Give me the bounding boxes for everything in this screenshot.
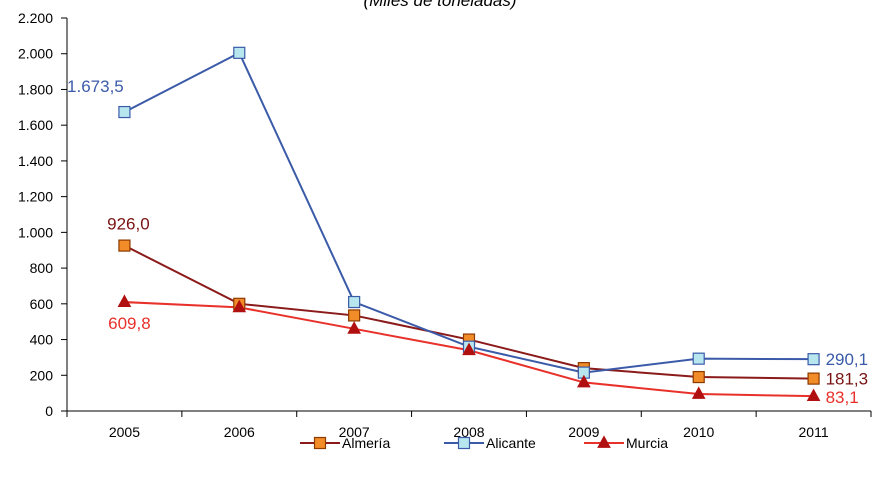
y-tick-label: 800: [30, 260, 54, 276]
legend-marker: [457, 436, 471, 450]
data-point: [117, 294, 132, 307]
y-tick-label: 400: [30, 332, 54, 348]
data-point: [118, 239, 131, 252]
y-tick-label: 1.400: [18, 153, 53, 169]
data-point: [691, 386, 706, 399]
series-markers: [117, 46, 821, 402]
data-label: 290,1: [826, 350, 869, 369]
data-point: [348, 309, 361, 322]
y-tick-label: 200: [30, 367, 54, 383]
data-point: [807, 372, 820, 385]
x-tick-label: 2005: [109, 424, 140, 440]
x-tick-label: 2010: [683, 424, 714, 440]
y-tick-label: 2.000: [18, 46, 53, 62]
data-label: 609,8: [108, 314, 151, 333]
x-tick-label: 2008: [453, 424, 484, 440]
series-line: [123, 51, 814, 374]
y-tick-label: 1.000: [18, 224, 53, 240]
legend-marker: [597, 435, 611, 448]
y-tick-label: 600: [30, 296, 54, 312]
data-label: 181,3: [826, 370, 869, 389]
data-point: [233, 46, 246, 59]
data-point: [232, 299, 247, 313]
legend-label: Almería: [342, 435, 390, 451]
y-tick-label: 1.200: [18, 189, 53, 205]
data-point: [118, 105, 131, 119]
legend-marker: [313, 436, 327, 450]
data-point: [577, 374, 591, 388]
data-label: 926,0: [107, 215, 150, 234]
data-point: [347, 321, 361, 334]
x-tick-label: 2006: [224, 424, 255, 440]
x-tick-label: 2011: [799, 424, 829, 440]
legend-label: Murcia: [626, 435, 668, 451]
data-point: [806, 388, 821, 402]
chart-subtitle: (Miles de toneladas): [363, 0, 516, 10]
y-tick-label: 2.200: [18, 10, 53, 26]
data-label: 83,1: [826, 388, 859, 407]
data-point: [348, 295, 361, 309]
data-point: [462, 342, 476, 356]
legend: Almería Alicante Murcia: [300, 435, 668, 451]
data-point: [692, 352, 705, 365]
x-tick-label: 2009: [568, 424, 599, 440]
y-tick-label: 0: [45, 403, 53, 419]
data-label: 1.673,5: [67, 77, 124, 96]
data-point: [807, 353, 820, 366]
axes: 0 200 400 600 800 1.000 1.200 1.400 1.600 1.800 2.…: [18, 10, 872, 440]
x-tick-label: 2007: [339, 424, 370, 440]
y-tick-label: 1.600: [18, 117, 53, 133]
y-tick-label: 1.800: [18, 81, 53, 97]
data-point: [692, 370, 705, 384]
legend-label: Alicante: [486, 435, 536, 451]
